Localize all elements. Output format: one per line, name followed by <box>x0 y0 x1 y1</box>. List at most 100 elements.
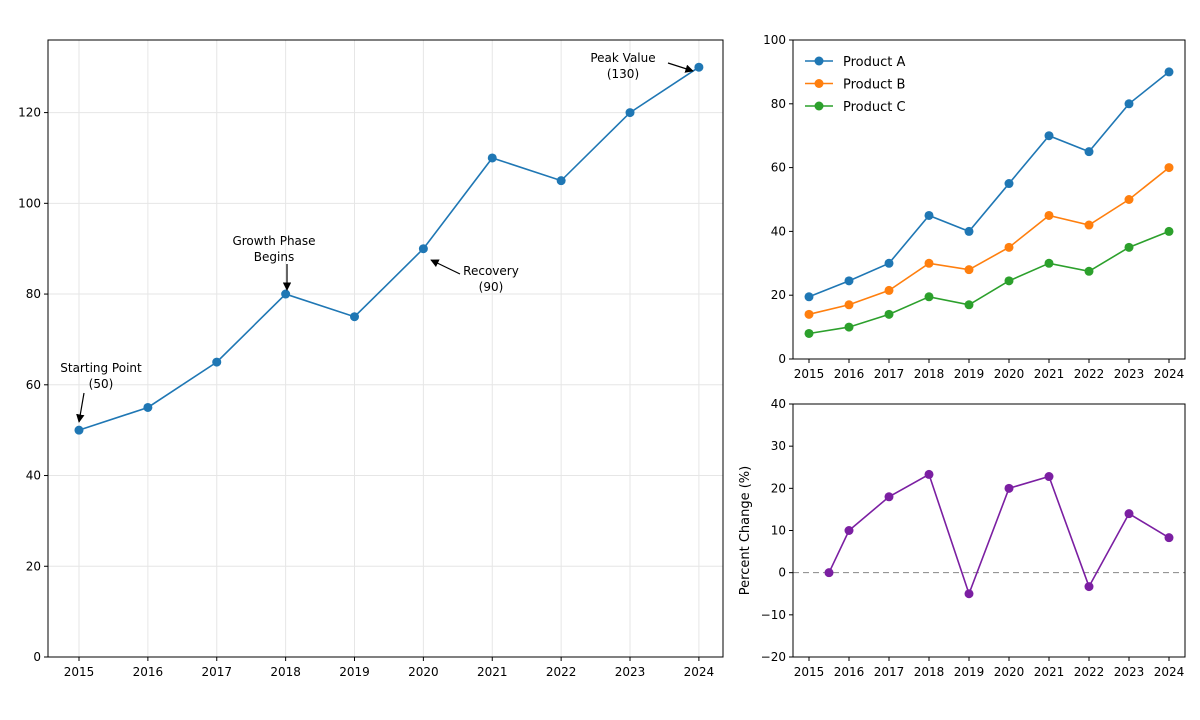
x-tick-label: 2020 <box>994 665 1025 679</box>
data-point <box>964 265 974 275</box>
annotation-text: Starting Point <box>60 361 142 375</box>
legend-swatch-marker <box>814 79 824 88</box>
data-point <box>924 258 934 268</box>
data-point <box>1004 483 1014 493</box>
data-point <box>924 292 934 302</box>
y-tick-label: 40 <box>771 397 786 411</box>
x-tick-label: 2020 <box>408 665 439 679</box>
data-point <box>1124 242 1134 252</box>
x-tick-label: 2017 <box>874 665 905 679</box>
data-point <box>418 244 428 254</box>
y-tick-label: 100 <box>18 196 41 210</box>
y-tick-label: 20 <box>771 288 786 302</box>
annotation-text: (130) <box>607 67 639 81</box>
x-tick-label: 2024 <box>1154 665 1185 679</box>
x-tick-label: 2017 <box>201 665 232 679</box>
y-tick-label: 20 <box>26 559 41 573</box>
data-point <box>824 568 834 578</box>
data-point <box>924 210 934 220</box>
data-point <box>1084 582 1094 592</box>
x-tick-label: 2021 <box>1034 665 1065 679</box>
x-tick-label: 2016 <box>133 665 164 679</box>
data-point <box>884 258 894 268</box>
data-point <box>964 589 974 599</box>
data-point <box>804 292 814 302</box>
data-point <box>844 276 854 286</box>
data-point <box>1044 472 1054 482</box>
x-tick-label: 2022 <box>1074 367 1105 381</box>
data-point <box>884 285 894 295</box>
data-point <box>1124 195 1134 204</box>
data-point <box>487 153 497 163</box>
data-point <box>1004 276 1014 286</box>
y-tick-label: 0 <box>33 650 41 664</box>
x-tick-label: 2020 <box>994 367 1025 381</box>
y-tick-label: 20 <box>771 481 786 495</box>
data-point <box>1044 258 1054 268</box>
y-tick-label: 30 <box>771 439 786 453</box>
data-point <box>924 469 934 479</box>
data-point <box>884 492 894 502</box>
chart-panel-1 <box>789 39 1186 363</box>
legend-swatch-marker <box>814 101 824 111</box>
data-point <box>844 526 854 535</box>
y-tick-label: 10 <box>771 524 786 538</box>
data-point <box>964 300 974 310</box>
y-tick-label: 60 <box>771 161 786 175</box>
y-tick-label: 100 <box>763 33 786 47</box>
legend-label: Product B <box>843 78 905 93</box>
y-tick-label: 40 <box>26 469 41 483</box>
x-tick-label: 2022 <box>546 665 577 679</box>
data-point <box>556 176 566 186</box>
y-tick-label: −10 <box>761 608 786 622</box>
x-tick-label: 2018 <box>914 665 945 679</box>
legend-label: Product C <box>843 100 906 115</box>
data-point <box>844 322 854 332</box>
x-tick-label: 2016 <box>834 367 865 381</box>
y-tick-label: 60 <box>26 378 41 392</box>
data-point <box>625 108 635 118</box>
data-point <box>804 328 814 338</box>
data-point <box>1164 67 1174 77</box>
legend-swatch-marker <box>814 56 824 66</box>
data-point <box>804 309 814 319</box>
data-point <box>694 62 704 72</box>
x-tick-label: 2021 <box>477 665 508 679</box>
chart-panel-2 <box>789 403 1186 661</box>
data-point <box>1164 226 1174 236</box>
x-tick-label: 2018 <box>914 367 945 381</box>
annotation-text: Recovery <box>463 264 519 278</box>
annotation-text: (90) <box>479 280 504 294</box>
data-point <box>1044 131 1054 141</box>
y-tick-label: 80 <box>26 287 41 301</box>
data-point <box>884 309 894 319</box>
data-point <box>1084 147 1094 157</box>
data-point <box>350 312 360 322</box>
data-point <box>143 402 153 412</box>
annotation-text: (50) <box>89 377 114 391</box>
data-point <box>1044 210 1054 220</box>
data-point <box>212 357 222 367</box>
x-tick-label: 2018 <box>270 665 301 679</box>
data-point <box>1124 99 1134 109</box>
annotation-arrow <box>76 392 85 423</box>
x-tick-label: 2017 <box>874 367 905 381</box>
x-tick-label: 2022 <box>1074 665 1105 679</box>
data-point <box>1004 179 1014 189</box>
series-line-product-b <box>808 166 1170 316</box>
y-tick-label: 80 <box>771 97 786 111</box>
data-point <box>1084 266 1094 276</box>
x-tick-label: 2023 <box>1114 367 1145 381</box>
x-tick-label: 2023 <box>615 665 646 679</box>
chart-panel-0 <box>44 39 724 661</box>
axes-frame <box>47 39 724 658</box>
data-point <box>1004 242 1014 252</box>
data-point <box>844 300 854 310</box>
legend-label: Product A <box>843 55 905 70</box>
data-point <box>1164 533 1174 543</box>
data-point <box>74 425 84 435</box>
annotation-arrow <box>430 259 461 275</box>
x-tick-label: 2024 <box>684 665 715 679</box>
